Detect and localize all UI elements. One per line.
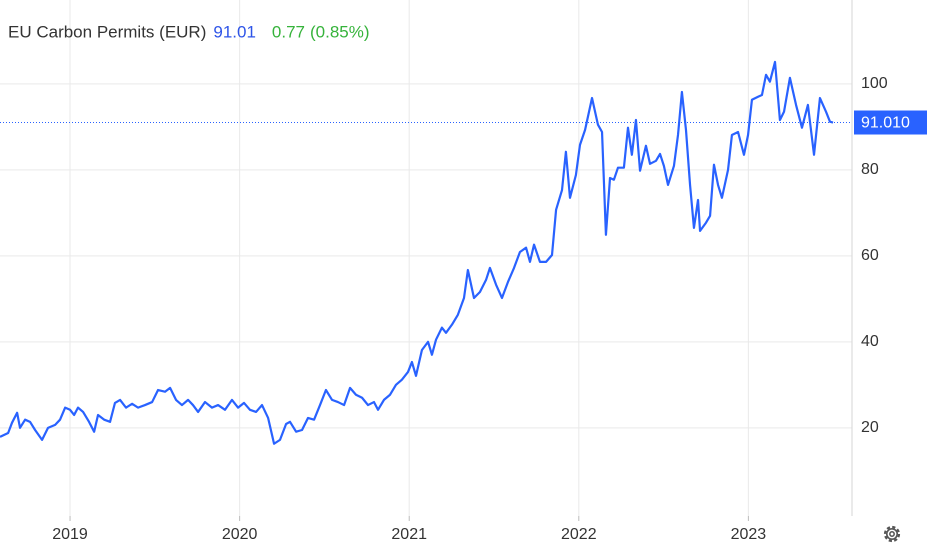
settings-icon[interactable] (883, 525, 901, 543)
last-price-label: 91.010 (861, 115, 910, 132)
x-tick-label: 2023 (731, 526, 767, 543)
y-tick-label: 100 (861, 75, 888, 92)
gear-ring (886, 528, 898, 540)
x-tick-label: 2020 (222, 526, 258, 543)
change: 0.77 (272, 22, 305, 41)
x-tick-label: 2022 (561, 526, 597, 543)
x-tick-label: 2021 (391, 526, 427, 543)
y-tick-label: 60 (861, 247, 879, 264)
gear-teeth (883, 525, 901, 543)
gear-hub (889, 531, 895, 537)
price-line (0, 60, 834, 445)
price: 91.01 (213, 22, 256, 41)
last-price-box (854, 110, 927, 135)
x-tick-label: 2019 (52, 526, 88, 543)
y-tick-label: 20 (861, 419, 879, 436)
grid: 20 40 60 80 100 2019 2020 2021 2022 2023 (0, 0, 888, 543)
y-tick-label: 80 (861, 161, 879, 178)
change-percent: (0.85%) (310, 22, 370, 41)
marks: 91.010 (0, 60, 927, 445)
chart-title: EU Carbon Permits (EUR) (8, 22, 206, 41)
y-tick-label: 40 (861, 333, 879, 350)
